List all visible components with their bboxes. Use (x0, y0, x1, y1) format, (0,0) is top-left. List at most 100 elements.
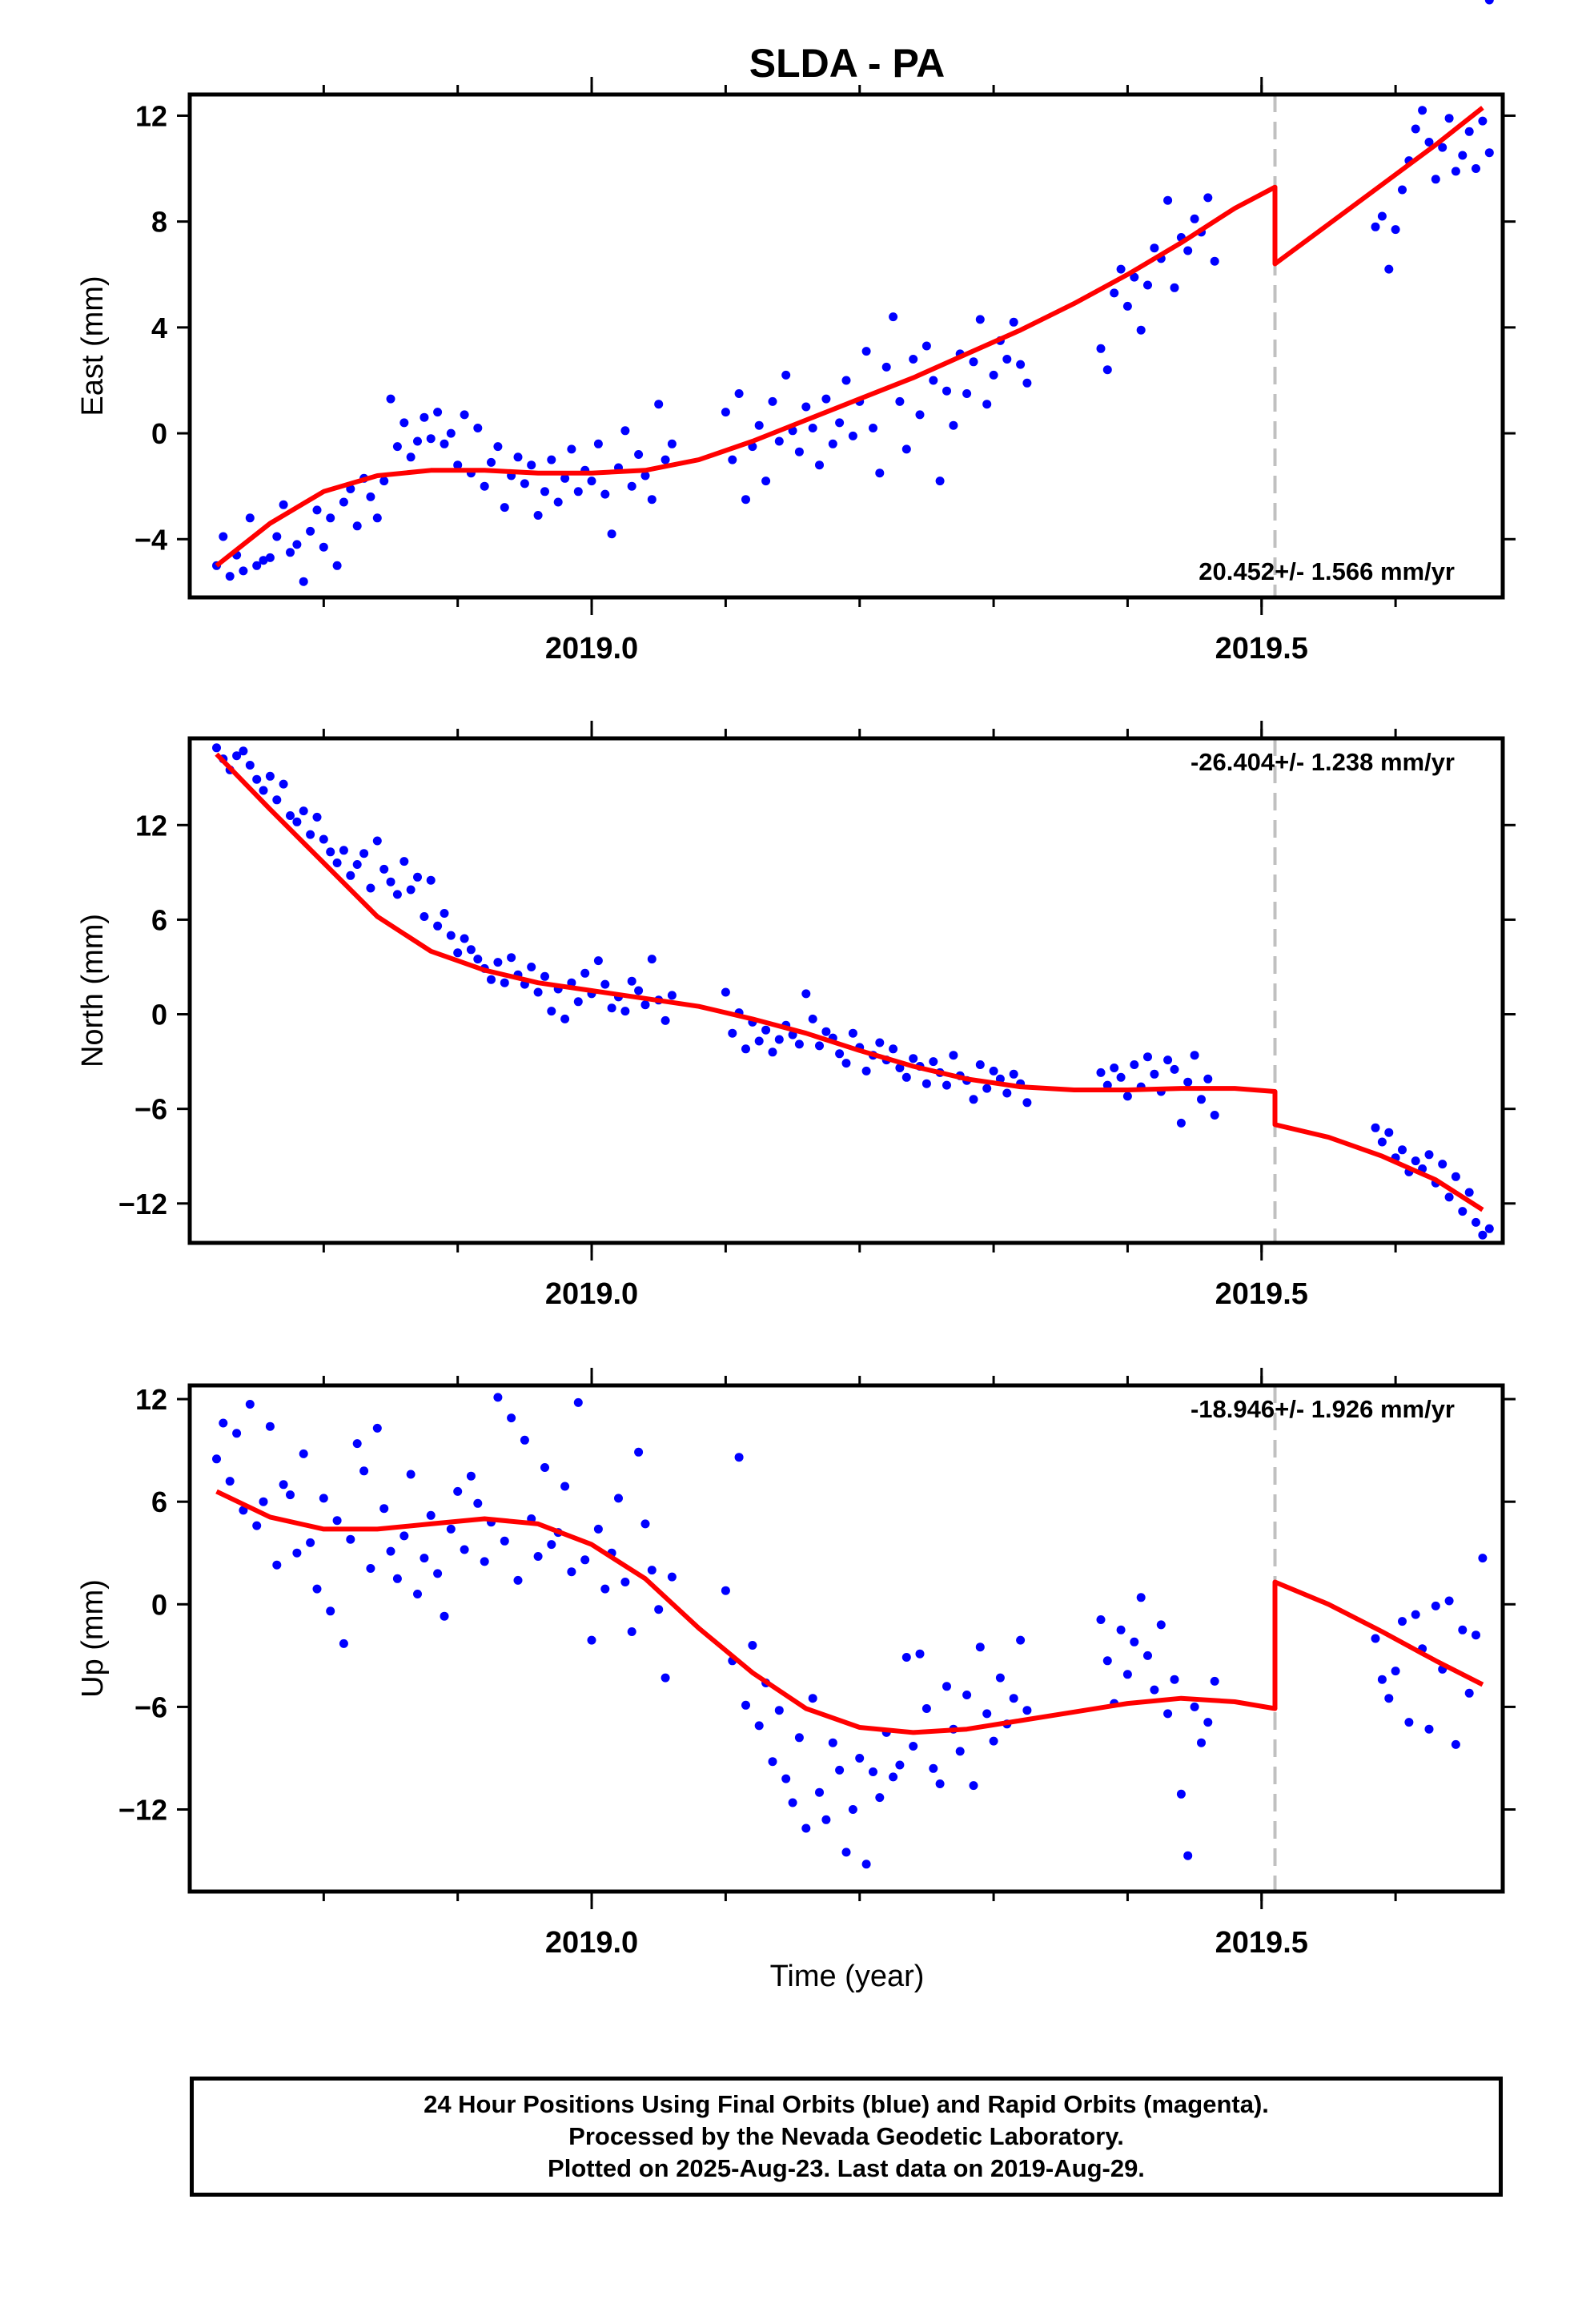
up-data-point (989, 1736, 998, 1746)
north-data-point (1143, 1052, 1152, 1062)
north-data-point (1102, 1080, 1112, 1090)
up-data-point (560, 1482, 570, 1491)
east-data-point (272, 532, 282, 541)
north-data-point (232, 751, 242, 761)
north-data-point (593, 956, 603, 966)
up-data-point (453, 1486, 463, 1496)
up-data-point (219, 1418, 228, 1428)
north-data-point (620, 1007, 630, 1016)
east-data-point (620, 426, 630, 436)
east-data-point (895, 396, 905, 406)
up-data-point (1022, 1706, 1032, 1715)
up-data-point (1096, 1615, 1106, 1624)
north-data-point (768, 1047, 777, 1057)
east-y-tick-label: 0 (151, 417, 167, 450)
east-data-point (453, 460, 463, 470)
north-data-point (627, 976, 636, 986)
up-data-point (909, 1742, 918, 1751)
north-data-point (1110, 1063, 1119, 1072)
up-data-point (995, 1673, 1005, 1683)
up-data-point (1203, 1718, 1213, 1727)
up-data-point (1411, 1610, 1420, 1619)
east-data-point (1478, 116, 1488, 126)
north-data-point (446, 931, 456, 940)
east-data-point (1143, 280, 1152, 290)
up-y-tick-label: 6 (151, 1486, 167, 1518)
up-data-point (889, 1772, 898, 1782)
east-data-point (379, 476, 389, 486)
east-data-point (533, 511, 543, 520)
up-y-tick-label: −12 (118, 1794, 167, 1827)
east-data-point (352, 521, 362, 531)
north-x-tick-label: 2019.0 (545, 1277, 638, 1311)
north-data-point (212, 743, 221, 753)
up-data-point (808, 1694, 817, 1703)
up-data-point (1016, 1635, 1026, 1645)
north-data-point (841, 1059, 851, 1068)
up-data-point (1136, 1593, 1146, 1602)
up-data-point (466, 1471, 476, 1481)
up-data-point (848, 1805, 857, 1814)
up-data-point (507, 1413, 516, 1423)
north-data-point (875, 1038, 885, 1047)
east-data-point (962, 389, 972, 398)
up-data-point (1156, 1620, 1166, 1630)
up-y-tick-label: −6 (135, 1691, 167, 1723)
east-data-point (446, 428, 456, 438)
up-data-point (600, 1584, 610, 1594)
east-data-point (935, 476, 945, 486)
north-data-point (453, 948, 463, 958)
east-data-point (433, 408, 443, 417)
up-data-point (420, 1554, 429, 1563)
up-data-point (413, 1590, 422, 1598)
north-data-point (1096, 1068, 1106, 1077)
north-data-point (929, 1057, 938, 1067)
east-data-point (480, 481, 489, 491)
east-rate-label: 20.452+/- 1.566 mm/yr (1199, 557, 1455, 585)
north-data-point (420, 912, 429, 921)
north-data-point (942, 1080, 951, 1090)
north-y-axis-label: North (mm) (76, 914, 110, 1068)
north-data-point (1464, 1188, 1474, 1197)
north-data-point (1197, 1095, 1206, 1104)
north-panel: −12 −6 0 6 12 2019.0 2019.5 North (mm) -26.404+/… (76, 721, 1516, 1311)
up-data-point (533, 1552, 543, 1561)
north-data-point (801, 989, 811, 999)
up-data-point (835, 1765, 845, 1775)
up-x-tick-label: 2019.5 (1215, 1926, 1308, 1960)
up-data-point (366, 1564, 375, 1573)
north-data-point (1384, 1128, 1394, 1137)
east-data-point (1009, 317, 1018, 327)
east-data-point (909, 355, 918, 364)
up-data-point (225, 1477, 235, 1486)
north-data-point (1371, 1123, 1380, 1132)
east-data-point (982, 400, 992, 409)
east-data-point (292, 540, 302, 549)
up-data-point (1150, 1685, 1159, 1695)
east-data-point (781, 370, 791, 380)
up-data-point (875, 1793, 885, 1803)
east-data-point (1472, 164, 1480, 173)
east-data-point (801, 402, 811, 412)
up-data-point (1190, 1702, 1199, 1711)
east-data-point (768, 396, 777, 406)
up-data-point (781, 1774, 791, 1783)
north-data-point (861, 1066, 871, 1076)
north-data-point (326, 847, 335, 857)
east-data-point (420, 412, 429, 422)
east-data-point (1163, 195, 1173, 205)
up-data-point (1102, 1656, 1112, 1666)
east-model-line (215, 106, 1484, 568)
east-data-point (667, 439, 677, 448)
up-data-point (372, 1423, 382, 1433)
up-data-point (332, 1516, 342, 1526)
north-x-tick-label: 2019.5 (1215, 1277, 1308, 1311)
north-data-point (487, 975, 496, 984)
up-data-point (1176, 1789, 1186, 1799)
north-data-point (259, 786, 268, 795)
up-data-point (1398, 1617, 1407, 1626)
up-data-point (573, 1397, 583, 1407)
north-data-point (909, 1054, 918, 1063)
east-data-point (821, 394, 831, 404)
up-data-point (426, 1510, 436, 1520)
